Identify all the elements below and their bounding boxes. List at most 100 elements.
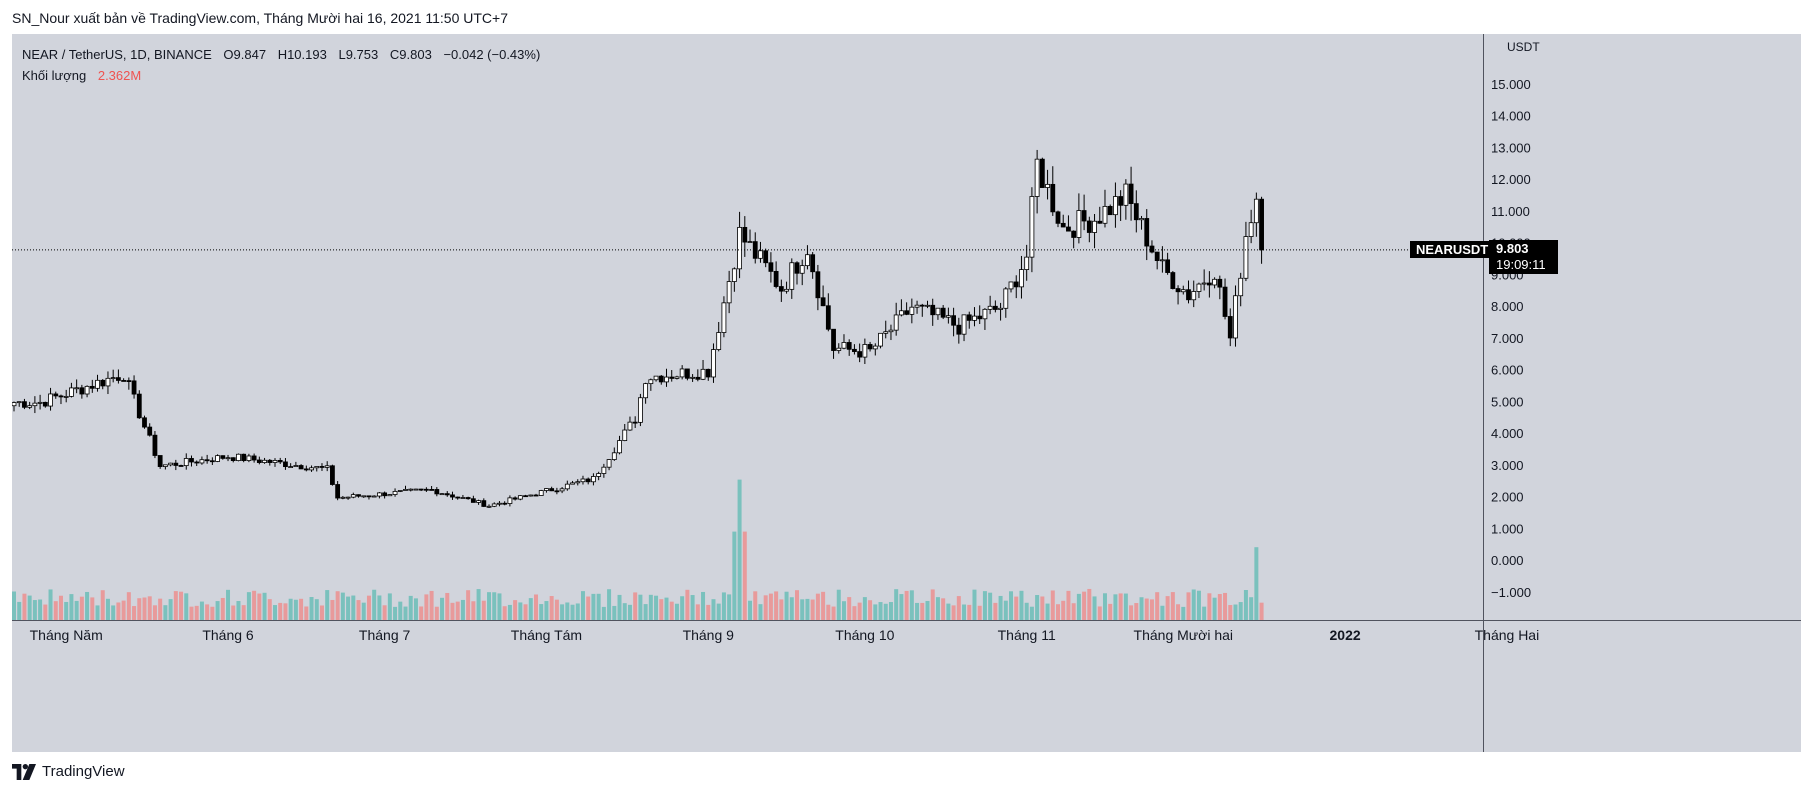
candle-body[interactable] (705, 368, 711, 378)
candle-body[interactable] (1060, 222, 1066, 228)
candle-body[interactable] (549, 488, 555, 492)
candle-body[interactable] (987, 305, 993, 310)
candle-body[interactable] (246, 455, 252, 461)
candle-body[interactable] (721, 302, 727, 333)
candle-body[interactable] (194, 461, 200, 464)
candle-body[interactable] (434, 489, 440, 495)
candle-body[interactable] (89, 385, 95, 389)
candle-body[interactable] (852, 348, 857, 352)
candle-body[interactable] (1102, 205, 1108, 224)
candle-body[interactable] (314, 466, 320, 469)
candle-body[interactable] (105, 377, 111, 387)
candle-body[interactable] (486, 505, 492, 508)
candle-body[interactable] (95, 379, 100, 389)
candle-body[interactable] (110, 377, 116, 380)
candle-body[interactable] (42, 401, 48, 407)
candle-body[interactable] (716, 332, 722, 350)
candle-body[interactable] (820, 297, 826, 307)
candle-body[interactable] (810, 254, 816, 273)
candle-body[interactable] (225, 457, 231, 460)
candle-body[interactable] (256, 459, 262, 463)
candle-body[interactable] (836, 347, 842, 351)
candle-body[interactable] (1107, 205, 1113, 216)
candle-body[interactable] (523, 495, 528, 498)
candle-body[interactable] (1154, 251, 1160, 262)
candle-body[interactable] (825, 305, 831, 330)
candle-body[interactable] (1186, 289, 1191, 301)
candle-body[interactable] (1123, 183, 1129, 206)
candle-body[interactable] (538, 490, 544, 496)
candle-body[interactable] (324, 465, 330, 468)
candle-body[interactable] (147, 426, 153, 436)
candle-body[interactable] (763, 250, 769, 264)
candle-body[interactable] (48, 393, 53, 407)
candle-body[interactable] (1144, 218, 1150, 247)
candle-body[interactable] (418, 488, 424, 491)
candle-body[interactable] (74, 387, 80, 390)
candle-body[interactable] (596, 473, 602, 477)
candle-body[interactable] (1097, 220, 1103, 224)
candle-body[interactable] (1217, 278, 1223, 288)
chart-canvas[interactable]: 15.00014.00013.00012.00011.00010.0009.00… (12, 34, 1801, 752)
candle-body[interactable] (591, 476, 596, 483)
candle-body[interactable] (152, 434, 158, 456)
candle-body[interactable] (371, 495, 377, 498)
candle-body[interactable] (867, 344, 873, 350)
candle-body[interactable] (142, 417, 147, 428)
candle-body[interactable] (345, 496, 351, 499)
candle-body[interactable] (37, 401, 43, 404)
candle-body[interactable] (481, 500, 487, 507)
candle-body[interactable] (789, 262, 795, 290)
candle-body[interactable] (638, 397, 643, 423)
candle-body[interactable] (204, 459, 210, 462)
candle-body[interactable] (497, 502, 502, 505)
candle-body[interactable] (945, 315, 951, 318)
candle-body[interactable] (1243, 236, 1249, 279)
candle-body[interactable] (737, 226, 742, 270)
candle-body[interactable] (940, 307, 946, 318)
candle-body[interactable] (1019, 269, 1024, 288)
candle-body[interactable] (241, 453, 247, 461)
candle-body[interactable] (1259, 198, 1264, 251)
candle-body[interactable] (1196, 283, 1202, 292)
candle-body[interactable] (1165, 259, 1171, 273)
candle-body[interactable] (376, 492, 382, 497)
candle-body[interactable] (956, 324, 962, 335)
candle-body[interactable] (768, 262, 774, 272)
candle-body[interactable] (293, 465, 299, 467)
candle-body[interactable] (1086, 220, 1092, 233)
candle-body[interactable] (580, 478, 586, 483)
candle-body[interactable] (1066, 226, 1071, 232)
candle-body[interactable] (617, 440, 622, 454)
candle-body[interactable] (799, 265, 805, 274)
candle-body[interactable] (1160, 259, 1165, 262)
candle-body[interactable] (773, 271, 779, 287)
candle-body[interactable] (1128, 183, 1134, 205)
candle-body[interactable] (711, 349, 716, 378)
candle-body[interactable] (408, 488, 414, 491)
candle-body[interactable] (914, 304, 920, 308)
candle-body[interactable] (69, 387, 74, 397)
candle-body[interactable] (726, 281, 732, 304)
candle-body[interactable] (168, 462, 174, 466)
candle-body[interactable] (570, 482, 575, 485)
volume-label[interactable]: Khối lượng (22, 68, 87, 83)
candle-body[interactable] (533, 494, 539, 497)
candle-body[interactable] (1233, 295, 1238, 339)
candle-body[interactable] (862, 344, 868, 358)
candle-body[interactable] (857, 351, 863, 358)
candle-body[interactable] (397, 490, 403, 492)
candle-body[interactable] (209, 460, 215, 463)
candle-body[interactable] (815, 271, 821, 299)
candle-body[interactable] (450, 494, 455, 498)
candle-body[interactable] (653, 375, 659, 381)
candle-body[interactable] (1034, 158, 1040, 197)
candle-body[interactable] (1149, 245, 1155, 253)
candle-body[interactable] (1113, 196, 1118, 216)
candle-body[interactable] (330, 465, 335, 485)
candle-body[interactable] (1191, 291, 1197, 301)
candle-body[interactable] (361, 495, 367, 498)
candle-body[interactable] (298, 465, 304, 470)
candle-body[interactable] (1180, 289, 1186, 293)
candle-body[interactable] (1045, 183, 1050, 188)
